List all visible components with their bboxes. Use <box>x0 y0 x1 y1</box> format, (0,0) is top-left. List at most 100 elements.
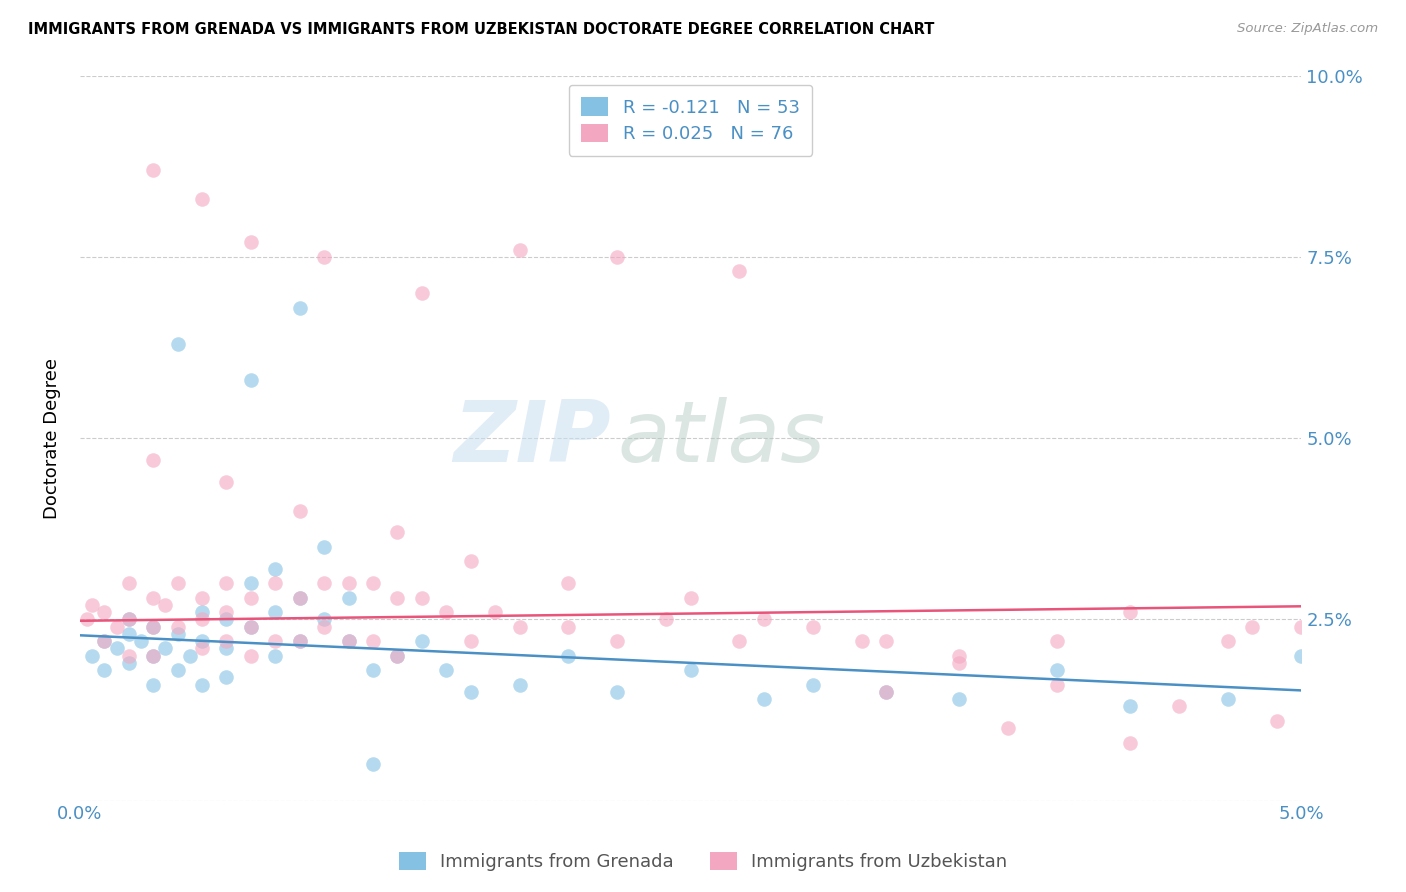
Point <box>337 591 360 605</box>
Point <box>80 648 103 663</box>
Point <box>191 677 214 691</box>
Point <box>80 598 103 612</box>
Text: IMMIGRANTS FROM GRENADA VS IMMIGRANTS FROM UZBEKISTAN DOCTORATE DEGREE CORRELATI: IMMIGRANTS FROM GRENADA VS IMMIGRANTS FR… <box>28 22 935 37</box>
Point <box>239 373 262 387</box>
Point <box>948 692 970 706</box>
Point <box>215 670 238 684</box>
Point <box>1241 619 1264 633</box>
Point <box>875 685 897 699</box>
Point <box>288 591 311 605</box>
Point <box>557 648 579 663</box>
Point <box>1119 605 1142 619</box>
Point <box>997 721 1019 735</box>
Point <box>288 634 311 648</box>
Point <box>142 619 165 633</box>
Point <box>460 634 482 648</box>
Point <box>460 685 482 699</box>
Point <box>118 576 141 591</box>
Point <box>142 591 165 605</box>
Point <box>1046 677 1069 691</box>
Point <box>288 301 311 315</box>
Point <box>239 619 262 633</box>
Point <box>387 648 409 663</box>
Point <box>215 605 238 619</box>
Point <box>264 605 287 619</box>
Point <box>166 663 188 677</box>
Point <box>434 663 457 677</box>
Point <box>93 605 115 619</box>
Point <box>557 619 579 633</box>
Point <box>361 663 384 677</box>
Point <box>361 757 384 772</box>
Point <box>105 641 128 656</box>
Point <box>239 648 262 663</box>
Point <box>215 576 238 591</box>
Point <box>191 641 214 656</box>
Point <box>129 634 152 648</box>
Point <box>239 619 262 633</box>
Point <box>387 525 409 540</box>
Point <box>752 612 775 626</box>
Point <box>118 648 141 663</box>
Point <box>191 634 214 648</box>
Point <box>728 264 751 278</box>
Point <box>264 634 287 648</box>
Point <box>166 619 188 633</box>
Point <box>1216 692 1239 706</box>
Point <box>314 540 336 554</box>
Point <box>191 591 214 605</box>
Point <box>679 591 702 605</box>
Point <box>314 576 336 591</box>
Point <box>191 192 214 206</box>
Point <box>1265 714 1288 728</box>
Point <box>288 634 311 648</box>
Point <box>875 685 897 699</box>
Point <box>337 634 360 648</box>
Text: atlas: atlas <box>617 397 825 480</box>
Point <box>361 634 384 648</box>
Point <box>93 634 115 648</box>
Point <box>361 576 384 591</box>
Point <box>142 677 165 691</box>
Point <box>1046 634 1069 648</box>
Point <box>215 634 238 648</box>
Point <box>179 648 201 663</box>
Point <box>76 612 98 626</box>
Point <box>1119 736 1142 750</box>
Point <box>1168 699 1191 714</box>
Point <box>142 648 165 663</box>
Point <box>142 648 165 663</box>
Point <box>239 235 262 250</box>
Point <box>1216 634 1239 648</box>
Point <box>948 656 970 670</box>
Point <box>314 612 336 626</box>
Point <box>288 591 311 605</box>
Point <box>948 648 970 663</box>
Point <box>411 286 433 301</box>
Point <box>166 627 188 641</box>
Point <box>314 619 336 633</box>
Point <box>484 605 506 619</box>
Legend: R = -0.121   N = 53, R = 0.025   N = 76: R = -0.121 N = 53, R = 0.025 N = 76 <box>568 85 813 156</box>
Point <box>118 627 141 641</box>
Point <box>337 634 360 648</box>
Point <box>509 677 531 691</box>
Point <box>509 619 531 633</box>
Point <box>801 677 824 691</box>
Text: Source: ZipAtlas.com: Source: ZipAtlas.com <box>1237 22 1378 36</box>
Point <box>851 634 873 648</box>
Point <box>1291 648 1313 663</box>
Point <box>264 561 287 575</box>
Point <box>264 576 287 591</box>
Point <box>752 692 775 706</box>
Point <box>191 612 214 626</box>
Point <box>155 641 177 656</box>
Point <box>337 576 360 591</box>
Point <box>142 162 165 177</box>
Point <box>155 598 177 612</box>
Point <box>679 663 702 677</box>
Point <box>166 576 188 591</box>
Point <box>314 250 336 264</box>
Point <box>142 452 165 467</box>
Point <box>142 619 165 633</box>
